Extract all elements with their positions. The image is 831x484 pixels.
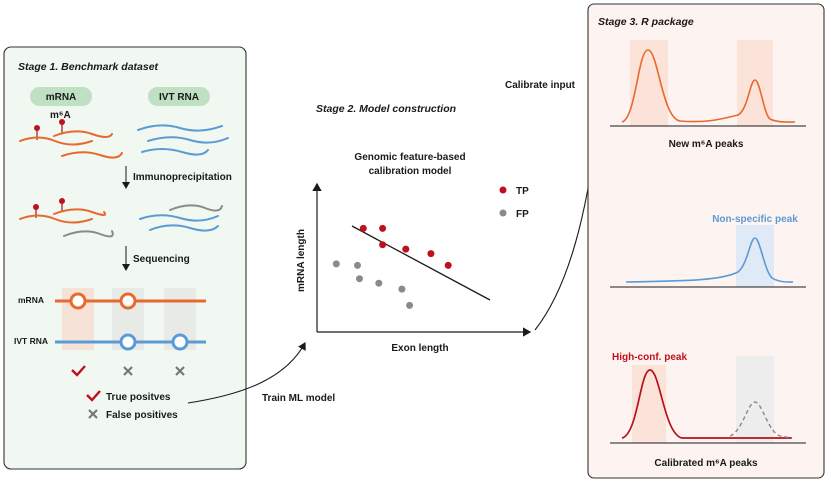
highconf-label: High-conf. peak — [612, 352, 687, 363]
stage2-section: Stage 2. Model construction Genomic feat… — [296, 103, 532, 354]
new-peaks-curve — [621, 49, 796, 123]
point-fp — [406, 301, 414, 309]
ivt-pill-label: IVT RNA — [159, 92, 199, 103]
model-title-2: calibration model — [369, 166, 452, 177]
point-fp — [398, 285, 406, 293]
stage2-title: Stage 2. Model construction — [316, 103, 456, 115]
row-label-mrna: mRNA — [18, 295, 44, 305]
mrna-peak-1 — [69, 292, 87, 310]
model-title-1: Genomic feature-based — [354, 152, 465, 163]
ivt-pill — [148, 87, 210, 106]
cross-icon — [123, 366, 133, 376]
ip-strands — [19, 204, 223, 238]
step-immunoprecipitation: Immunoprecipitation — [133, 172, 232, 183]
legend-true-positives: True positves — [106, 392, 171, 403]
point-tp — [402, 245, 410, 253]
ivt-peak-2 — [171, 333, 189, 351]
legend-tp-marker — [499, 186, 507, 194]
calibrate-label: Calibrate input — [505, 80, 576, 91]
point-tp — [444, 261, 452, 269]
decision-boundary — [351, 225, 491, 301]
train-arrow — [187, 342, 306, 404]
point-fp — [332, 260, 340, 268]
step-sequencing: Sequencing — [133, 254, 190, 265]
legend-tp-label: TP — [516, 186, 529, 197]
point-tp — [379, 224, 387, 232]
point-fp — [356, 275, 363, 283]
highconf-curve — [621, 369, 792, 439]
x-axis-label: Exon length — [391, 343, 448, 354]
mrna-pill-label: mRNA — [46, 92, 77, 103]
legend-fp-marker — [499, 209, 507, 217]
point-tp — [427, 250, 435, 258]
legend-check-icon — [86, 390, 101, 402]
stage3-title: Stage 3. R package — [598, 16, 694, 28]
peak-highlight-2 — [737, 40, 773, 126]
legend-cross-icon — [88, 409, 98, 419]
ivt-input-strands — [137, 124, 229, 156]
nonspecific-curve — [625, 237, 794, 283]
legend-false-positives: False positives — [106, 410, 178, 421]
scatter-points — [332, 224, 452, 309]
ivt-peak-1 — [119, 333, 137, 351]
point-fp — [375, 279, 383, 287]
point-tp — [379, 241, 387, 249]
stage1-title: Stage 1. Benchmark dataset — [18, 61, 159, 73]
legend-fp-label: FP — [516, 209, 529, 220]
m6a-label: m⁶A — [50, 110, 71, 121]
nonspecific-label: Non-specific peak — [712, 214, 798, 225]
train-label: Train ML model — [262, 393, 335, 404]
mrna-input-strands — [19, 130, 123, 159]
cross-icon — [175, 366, 185, 376]
calibrated-label: Calibrated m⁶A peaks — [654, 458, 758, 469]
stage3-panel: Stage 3. R package New m⁶A peaks Non-spe… — [587, 3, 825, 479]
peak-highlight-1 — [630, 40, 668, 126]
removed-peak-curve — [729, 401, 793, 439]
nonspecific-highlight — [736, 225, 774, 287]
mrna-pill — [30, 87, 92, 106]
removed-peak-highlight — [736, 356, 774, 443]
point-fp — [354, 261, 361, 269]
new-peaks-label: New m⁶A peaks — [669, 139, 744, 150]
check-icon — [71, 365, 86, 377]
point-tp — [359, 224, 367, 232]
stage1-panel: Stage 1. Benchmark dataset mRNA IVT RNA … — [3, 46, 247, 470]
y-axis-label: mRNA length — [296, 229, 307, 292]
mrna-peak-2 — [119, 292, 137, 310]
row-label-ivt: IVT RNA — [14, 336, 48, 346]
